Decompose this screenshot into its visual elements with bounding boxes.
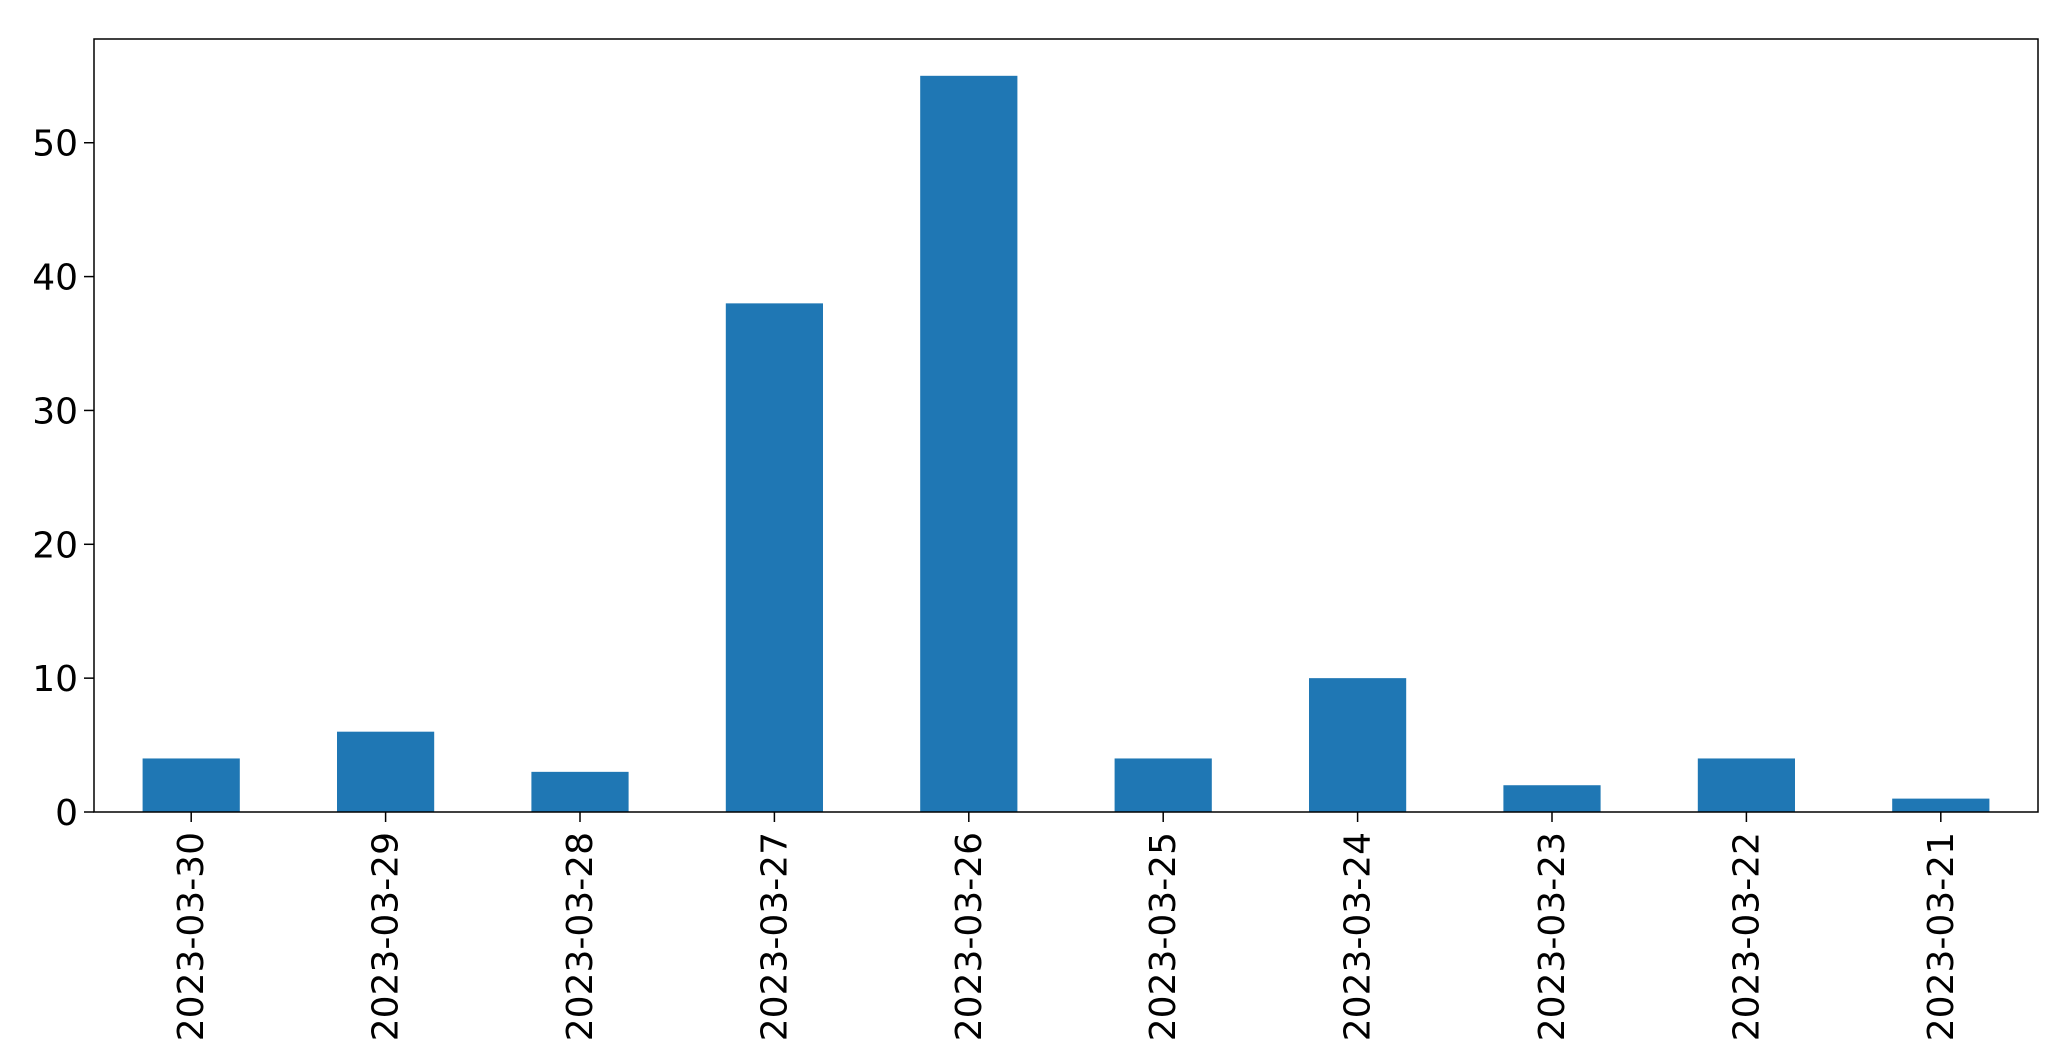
y-axis: 0 10 20 30 40 50 <box>32 124 94 834</box>
y-tick-label: 50 <box>32 124 78 165</box>
x-tick-label: 2023-03-29 <box>366 832 407 1041</box>
bar-2023-03-21 <box>1892 798 1990 812</box>
bar-2023-03-25 <box>1114 758 1212 812</box>
bar-2023-03-24 <box>1309 678 1407 812</box>
x-tick-label: 2023-03-21 <box>1921 832 1962 1041</box>
x-tick-label: 2023-03-25 <box>1143 832 1184 1041</box>
x-tick-label: 2023-03-23 <box>1532 832 1573 1041</box>
y-tick-label: 20 <box>32 525 78 566</box>
y-tick-label: 10 <box>32 659 78 700</box>
bar-2023-03-26 <box>920 75 1018 813</box>
x-tick-label: 2023-03-26 <box>949 832 990 1041</box>
bar-2023-03-27 <box>725 303 823 812</box>
bar-2023-03-29 <box>337 731 435 812</box>
x-tick-label: 2023-03-28 <box>560 832 601 1041</box>
x-tick-label: 2023-03-27 <box>754 832 795 1041</box>
y-tick-label: 40 <box>32 258 78 299</box>
x-tick-label: 2023-03-24 <box>1338 832 1379 1041</box>
bar-2023-03-30 <box>142 758 240 812</box>
bar-2023-03-23 <box>1503 785 1601 812</box>
bar-2023-03-22 <box>1697 758 1795 812</box>
plot-frame <box>93 38 2039 813</box>
y-tick-label: 0 <box>55 793 78 834</box>
y-tick-label: 30 <box>32 391 78 432</box>
x-tick-label: 2023-03-22 <box>1726 832 1767 1041</box>
bars-layer <box>142 75 1990 813</box>
bar-2023-03-28 <box>531 771 629 812</box>
x-tick-label: 2023-03-30 <box>171 832 212 1041</box>
x-axis: 2023-03-30 2023-03-29 2023-03-28 2023-03-27… <box>171 812 1962 1041</box>
